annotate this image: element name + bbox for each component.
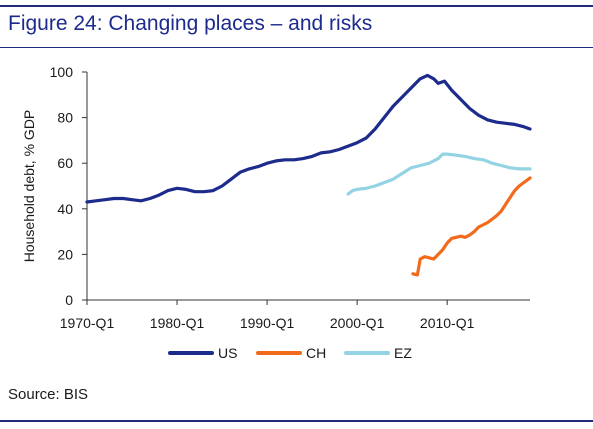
legend-label-us: US (218, 345, 237, 361)
chart-axes: 0 20 40 60 80 100 1970-Q1 1980-Q1 1990-Q1 2000-Q1… (21, 64, 530, 331)
top-rule (0, 5, 593, 7)
y-tick-label: 60 (57, 155, 73, 171)
figure-title: Figure 24: Changing places – and risks (8, 12, 373, 35)
chart-series (85, 73, 532, 277)
bottom-rule (0, 420, 593, 422)
chart-legend: US CH EZ (168, 345, 412, 361)
y-tick-label: 20 (57, 246, 73, 262)
series-line-us (85, 73, 532, 204)
title-divider (0, 47, 593, 48)
x-tick-label: 1990-Q1 (240, 315, 295, 331)
y-tick-label: 80 (57, 110, 73, 126)
x-tick-label: 2010-Q1 (420, 315, 475, 331)
x-tick-label: 1970-Q1 (60, 315, 115, 331)
x-tick-label: 1980-Q1 (150, 315, 205, 331)
y-axis-title: Household debt, % GDP (21, 110, 37, 263)
legend-label-ch: CH (306, 345, 326, 361)
series-line-ch (411, 176, 532, 277)
legend-label-ez: EZ (394, 345, 412, 361)
x-tick-label: 2000-Q1 (330, 315, 385, 331)
y-tick-label: 40 (57, 201, 73, 217)
y-tick-label: 0 (65, 292, 73, 308)
source-note: Source: BIS (8, 386, 89, 403)
series-line-ez (346, 152, 532, 196)
y-tick-label: 100 (50, 64, 74, 80)
